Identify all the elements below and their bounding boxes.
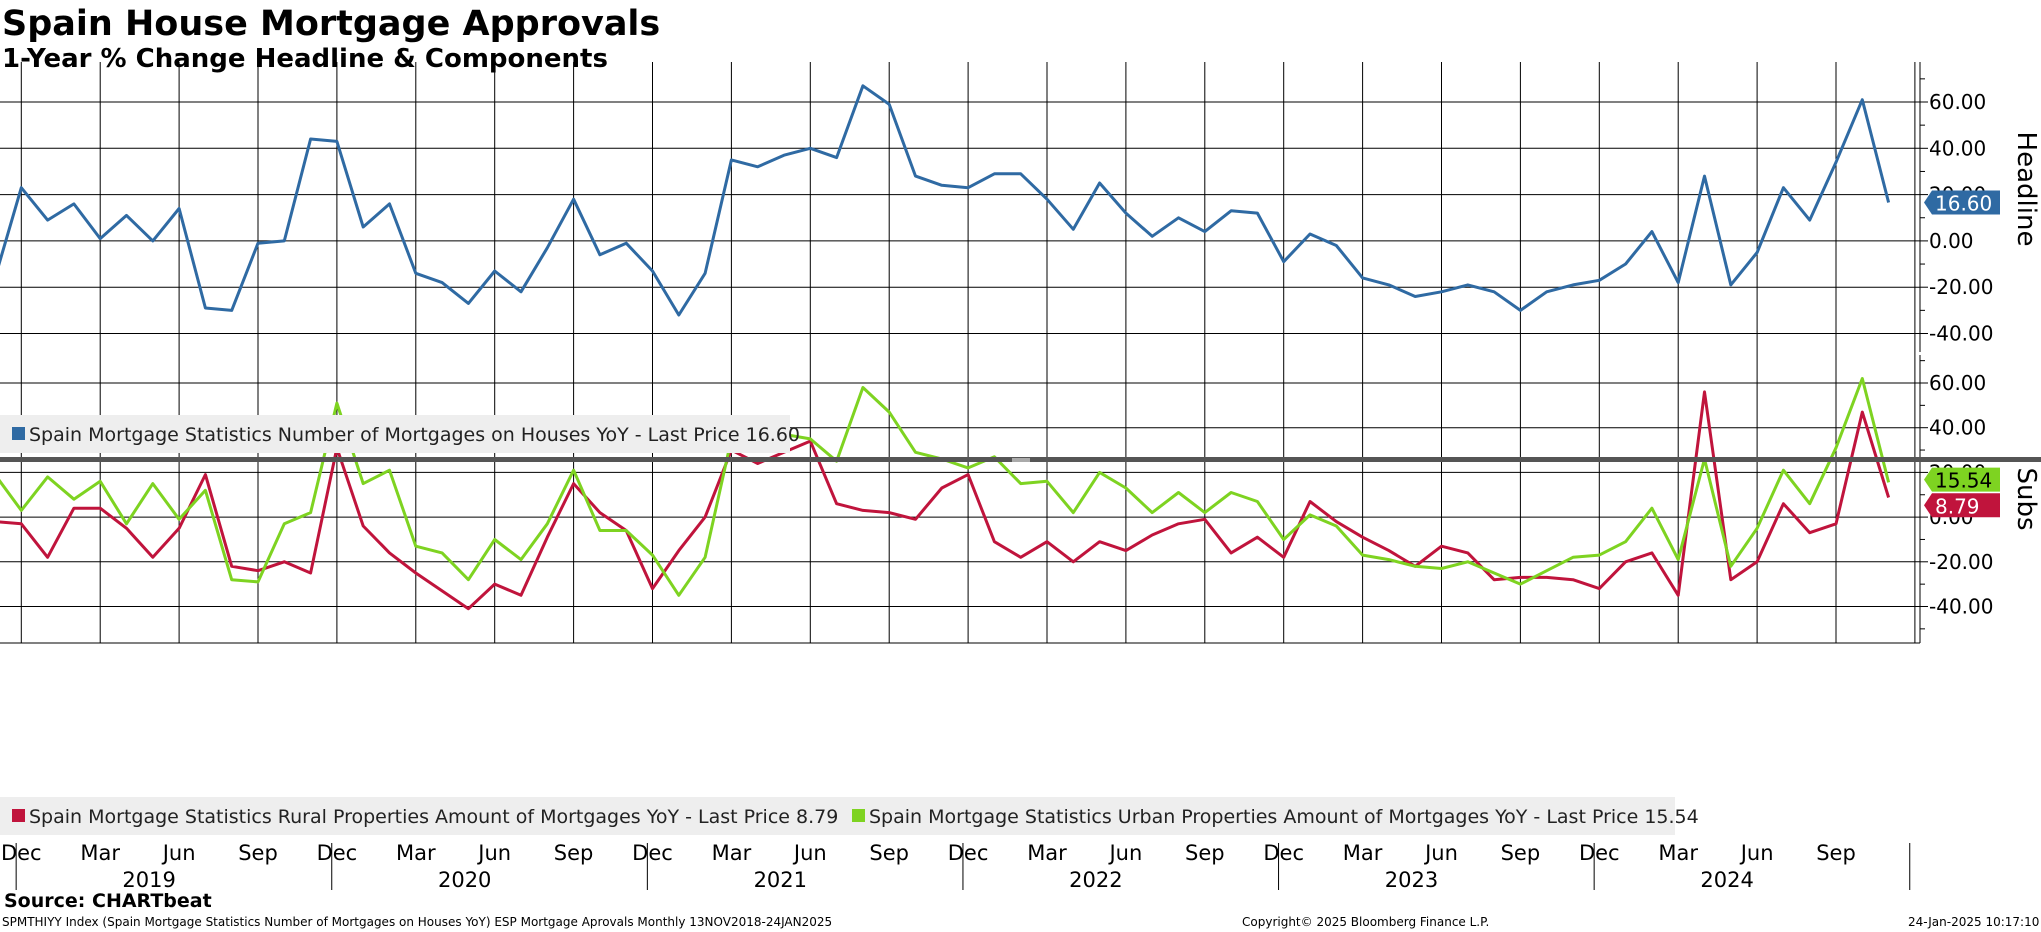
bottom-axis-title: Subs [2011,467,2041,530]
bottom-ytick-label: 60.00 [1929,371,1986,395]
x-tick-label-month: Mar [1658,841,1698,865]
x-tick-label-month: Sep [1185,841,1225,865]
top-ytick-label: 60.00 [1929,90,1986,114]
x-tick-label-month: Sep [238,841,278,865]
source-label: Source: CHARTbeat [4,890,212,912]
bottom-legend-label-rural: Spain Mortgage Statistics Rural Properti… [29,806,838,828]
x-tick-label-year: 2024 [1700,868,1753,892]
top-legend-bg [0,415,790,453]
bottom-ytick-label: 40.00 [1929,416,1986,440]
x-tick-label-month: Sep [869,841,909,865]
x-tick-label-month: Mar [712,841,752,865]
x-tick-label-month: Jun [476,841,511,865]
top-ytick-label: -40.00 [1929,322,1993,346]
top-axis-title: Headline [2011,132,2041,247]
bottom-ytick-label: -40.00 [1929,595,1993,619]
footer-description: SPMTHIYY Index (Spain Mortgage Statistic… [2,915,833,929]
x-tick-label-month: Jun [161,841,196,865]
x-tick-label-year: 2020 [438,868,491,892]
urban-last-value-box [1924,467,2000,492]
top-legend-swatch-headline [12,427,25,440]
x-tick-label-month: Sep [1501,841,1541,865]
headline-last-value-box [1924,190,2000,215]
x-tick-label-month: Sep [1816,841,1856,865]
x-tick-label-year: 2023 [1385,868,1438,892]
x-tick-label-month: Dec [1579,841,1620,865]
chart-title: Spain House Mortgage Approvals [2,4,661,44]
bottom-legend-swatch-rural [12,809,25,822]
headline-last-value-text: 16.60 [1935,191,1992,215]
x-tick-label-year: 2021 [754,868,807,892]
bottom-series-line-rural [0,390,1891,611]
top-series-line-headline [0,84,1891,317]
x-tick-label-month: Mar [1027,841,1067,865]
x-tick-label-year: 2019 [122,868,175,892]
x-tick-label-month: Jun [1423,841,1458,865]
footer-timestamp: 24-Jan-2025 10:17:10 [1908,915,2040,929]
urban-last-value-text: 15.54 [1935,469,1992,493]
top-legend-label-headline: Spain Mortgage Statistics Number of Mort… [29,424,800,446]
rural-last-value-text: 8.79 [1935,494,1980,518]
top-ytick-label: 40.00 [1929,136,1986,160]
top-ytick-label: 0.00 [1929,229,1974,253]
x-tick-label-month: Jun [792,841,827,865]
x-tick-label-month: Sep [554,841,594,865]
bottom-ytick-label: -20.00 [1929,550,1993,574]
bottom-legend-swatch-urban [852,809,865,822]
rural-last-value-box [1924,493,2000,518]
bottom-legend-bg [0,797,1675,835]
x-tick-label-month: Dec [1,841,42,865]
x-tick-label-month: Dec [317,841,358,865]
x-tick-label-month: Dec [948,841,989,865]
x-tick-label-month: Mar [80,841,120,865]
x-tick-label-month: Dec [632,841,673,865]
x-tick-label-month: Jun [1739,841,1774,865]
x-tick-label-month: Dec [1263,841,1304,865]
top-ytick-label: -20.00 [1929,275,1993,299]
x-tick-label-month: Mar [1343,841,1383,865]
bottom-legend-label-urban: Spain Mortgage Statistics Urban Properti… [869,806,1699,828]
x-tick-label-month: Jun [1107,841,1142,865]
x-tick-label-month: Mar [396,841,436,865]
panel-separator-grip [1012,458,1030,462]
chart-subtitle: 1-Year % Change Headline & Components [2,44,608,74]
x-tick-label-year: 2022 [1069,868,1122,892]
footer-copyright: Copyright© 2025 Bloomberg Finance L.P. [1242,915,1490,929]
